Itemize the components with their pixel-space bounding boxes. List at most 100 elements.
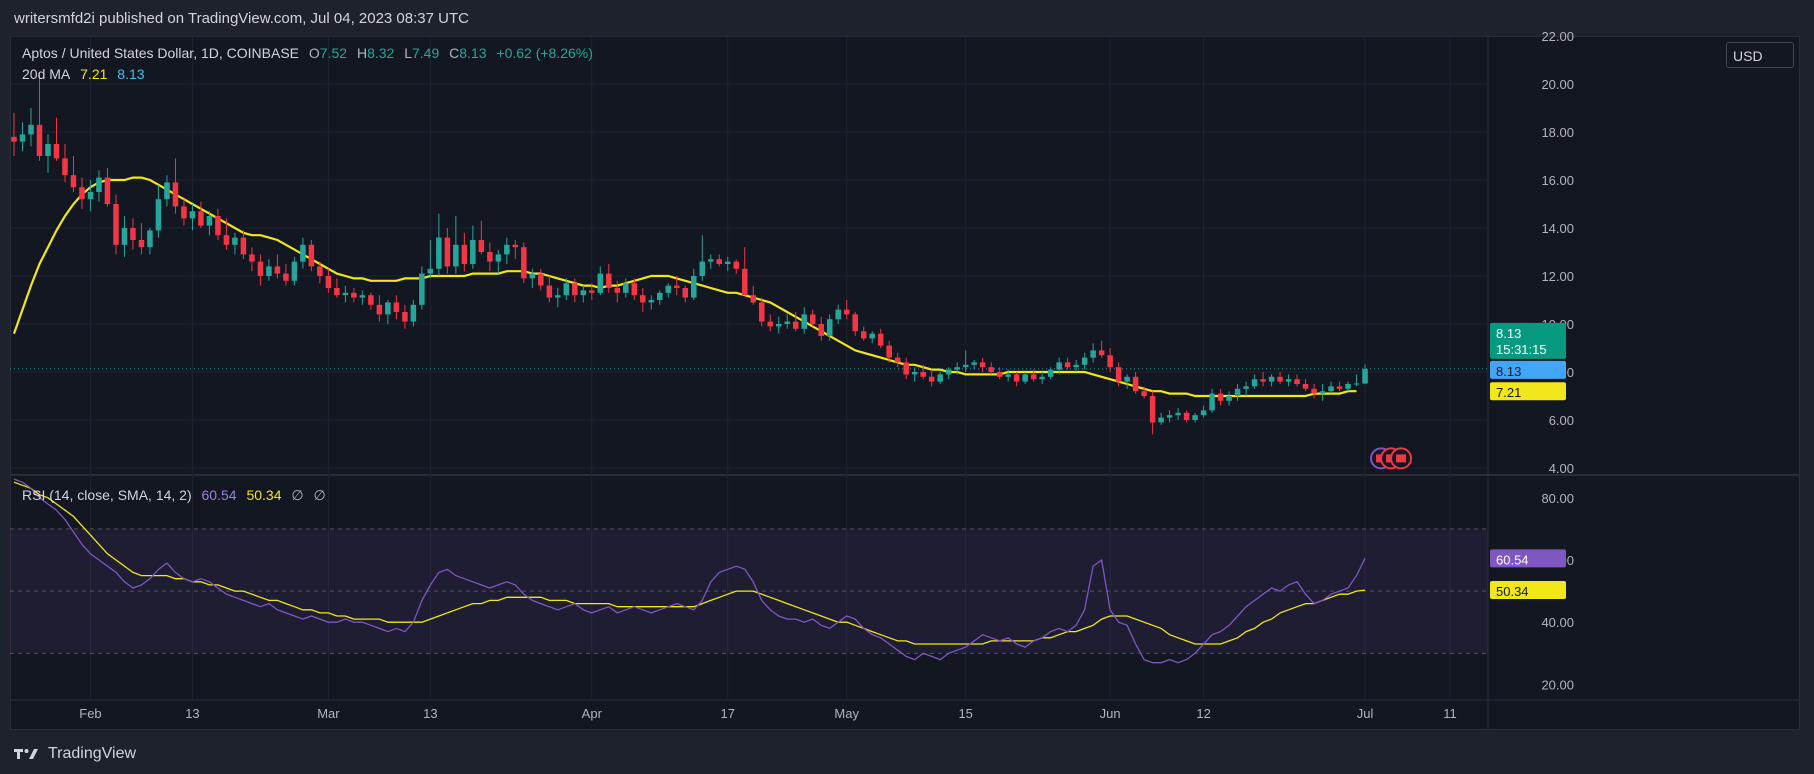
candle-body (487, 252, 493, 262)
candle (971, 360, 977, 370)
candle-body (1183, 412, 1190, 420)
candle-body (911, 372, 918, 375)
candle (521, 242, 527, 284)
time-tick-label: Mar (317, 706, 340, 721)
candle (750, 285, 757, 305)
publisher-text: writersmfd2i published on TradingView.co… (14, 10, 469, 27)
candle-body (852, 314, 858, 332)
candle-body (1098, 350, 1105, 356)
candle (580, 285, 587, 303)
candle-body (53, 144, 60, 159)
candle-body (274, 266, 281, 274)
candle (257, 254, 264, 286)
candle-body (1268, 376, 1275, 382)
rsi-value: 60.54 (201, 487, 237, 503)
candle (317, 261, 323, 284)
candle-body (1073, 364, 1079, 368)
candle-body (504, 244, 510, 255)
candle (767, 314, 774, 332)
candle-body (860, 331, 867, 339)
candle (1362, 364, 1368, 385)
candle (572, 278, 578, 303)
currency-selector[interactable]: USD (1726, 42, 1794, 68)
candle (835, 304, 841, 324)
candle-body (937, 374, 943, 382)
candle (1064, 357, 1071, 370)
candle (1090, 343, 1096, 363)
candle (792, 312, 799, 332)
candle (274, 254, 281, 279)
candle-body (920, 372, 926, 377)
candle (996, 367, 1003, 380)
candle (1268, 374, 1275, 387)
candle-body (988, 367, 994, 372)
candle-body (478, 240, 485, 252)
candle-body (903, 362, 909, 375)
candle-body (1005, 374, 1011, 377)
candle-body (1115, 367, 1122, 382)
candle-body (1294, 379, 1300, 384)
candle-body (775, 324, 782, 327)
low-label: L (404, 45, 412, 61)
rsi-tick-label: 80.00 (1541, 491, 1574, 506)
candle (419, 266, 425, 310)
candle (962, 350, 969, 372)
candle (1328, 381, 1334, 394)
candle (385, 300, 391, 324)
rsi-tick-label: 20.00 (1541, 677, 1574, 692)
candle (62, 144, 68, 183)
candle-body (232, 237, 238, 245)
candle-body (809, 314, 816, 324)
ma-20d-line (12, 176, 1357, 398)
candle-layer (11, 72, 1368, 435)
ma-legend[interactable]: 20d MA 7.21 8.13 (22, 66, 145, 82)
candle (11, 112, 17, 156)
candle-body (62, 158, 68, 176)
time-tick-label: 13 (185, 706, 199, 721)
candle-body (1047, 369, 1054, 377)
candle (436, 213, 442, 276)
candle (376, 295, 383, 322)
time-tick-label: 12 (1196, 706, 1210, 721)
candle (691, 268, 697, 300)
rsi-legend[interactable]: RSI (14, close, SMA, 14, 2) 60.54 50.34 … (22, 487, 326, 504)
candle-body (1030, 374, 1037, 380)
candle (181, 199, 187, 226)
candle (1311, 384, 1317, 399)
candle-body (1345, 384, 1351, 389)
candle-body (164, 182, 170, 200)
time-tick-label: Apr (582, 706, 603, 721)
candle-body (529, 273, 536, 279)
candle-body (1234, 388, 1241, 396)
candle-body (741, 268, 748, 296)
candle (130, 218, 136, 250)
candle (682, 285, 689, 303)
rsi-layer (13, 478, 1366, 664)
candle-body (699, 261, 706, 276)
ma-layer (12, 176, 1357, 398)
candle-body (45, 144, 51, 156)
candle-body (223, 235, 230, 245)
candle (79, 177, 85, 209)
rsi-tick-label: 40.00 (1541, 615, 1574, 630)
candle (801, 307, 807, 334)
candle-body (249, 254, 255, 262)
price-tick-label: 16.00 (1541, 173, 1574, 188)
candle (147, 228, 153, 255)
candle (172, 158, 179, 214)
candle (784, 314, 790, 329)
main-legend[interactable]: Aptos / United States Dollar, 1D, COINBA… (22, 45, 593, 61)
candle (665, 283, 672, 298)
candle-body (1328, 386, 1334, 392)
candle-body (674, 285, 680, 288)
candle (164, 175, 170, 207)
candle (1183, 410, 1190, 423)
candle-body (1039, 376, 1045, 380)
candle (45, 134, 51, 173)
candle (589, 283, 595, 300)
candle (1158, 412, 1164, 425)
candle-body (1311, 388, 1317, 394)
candle-body (444, 237, 451, 267)
candle (232, 232, 238, 255)
